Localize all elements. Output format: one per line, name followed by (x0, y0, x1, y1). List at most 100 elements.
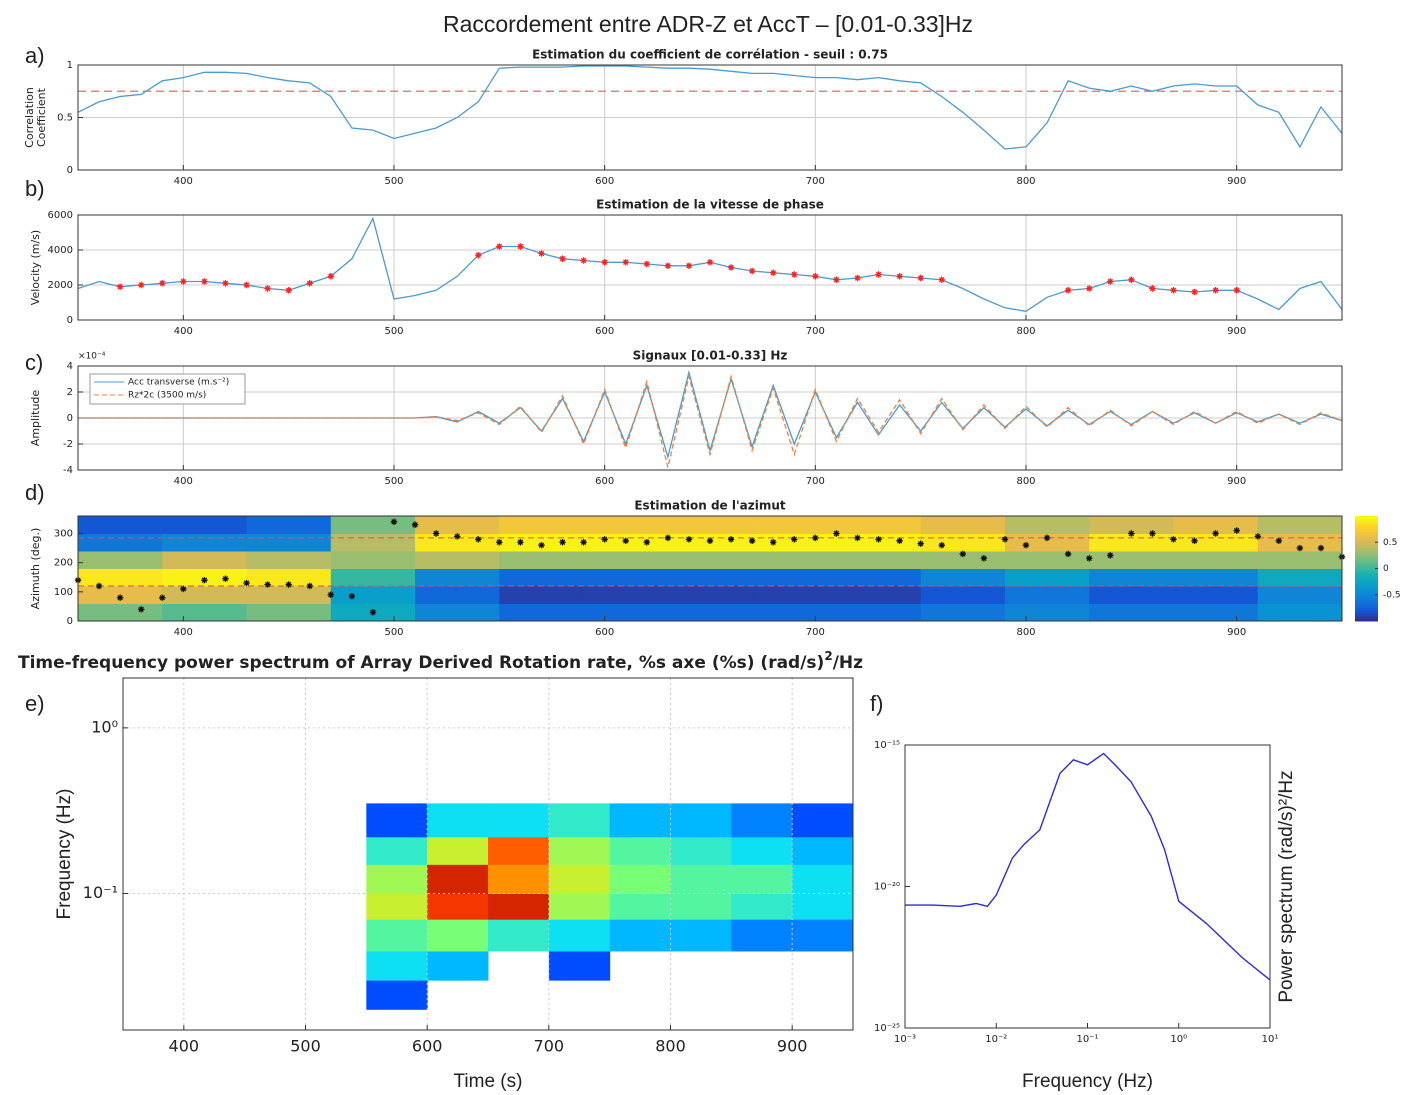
x-tick-label: 500 (384, 627, 403, 638)
panel-label: c) (25, 350, 43, 375)
star-marker (1086, 285, 1093, 292)
x-tick-label: 500 (290, 1037, 321, 1056)
heatmap-cell (366, 803, 428, 838)
x-tick-label: 10⁻¹ (1076, 1034, 1098, 1045)
x-tick-label: 400 (174, 176, 193, 187)
panel: a) Estimation du coefficient de corrélati… (23, 43, 1343, 187)
star-marker (264, 285, 271, 292)
star-marker (1170, 536, 1177, 543)
heatmap-cell (548, 919, 611, 952)
heatmap-cell (731, 864, 793, 895)
star-marker (243, 281, 250, 289)
colorbar-step (1355, 576, 1378, 580)
heatmap-cell (330, 568, 416, 587)
heatmap-cell (427, 803, 489, 838)
colorbar-step (1355, 607, 1378, 611)
x-tick-label: 700 (806, 326, 825, 337)
heatmap-cell (920, 533, 1006, 552)
colorbar-step (1355, 534, 1378, 538)
heatmap-cell (667, 551, 753, 569)
panel-title: Estimation de la vitesse de phase (596, 198, 824, 212)
heatmap-cell (1004, 603, 1090, 622)
panel: b) Estimation de la vitesse de phase 400 50… (25, 176, 1343, 337)
star-marker (180, 585, 187, 593)
colorbar-step (1355, 610, 1378, 614)
panel-label: a) (25, 43, 45, 68)
star-marker (327, 273, 334, 280)
star-marker (159, 594, 166, 601)
colorbar-tick-label: -0.5 (1383, 590, 1401, 600)
star-marker (264, 581, 271, 588)
panel-label: b) (25, 176, 45, 201)
star-marker (1212, 287, 1219, 294)
star-marker (1107, 278, 1114, 285)
star-marker (517, 539, 524, 546)
heatmap-cell (330, 551, 416, 569)
colorbar-step (1355, 542, 1378, 546)
colorbar-step (1355, 584, 1378, 588)
star-marker (1064, 550, 1072, 558)
heatmap-cell (548, 893, 611, 920)
x-tick-label: 10⁰ (1170, 1034, 1187, 1045)
star-marker (1022, 541, 1030, 549)
star-marker (159, 280, 166, 287)
heatmap-cell (246, 533, 332, 552)
star-marker (1149, 285, 1156, 292)
star-marker (327, 591, 334, 598)
heatmap-cell (792, 836, 854, 865)
star-marker (917, 274, 924, 282)
line-series (78, 373, 1343, 468)
colorbar-tick-label: 0.5 (1383, 538, 1397, 548)
star-marker (706, 259, 714, 266)
heatmap-cell (752, 586, 837, 604)
colorbar-step (1355, 573, 1378, 577)
colorbar-step (1355, 544, 1378, 548)
heatmap-cell (1257, 551, 1343, 569)
star-marker (95, 582, 103, 590)
panel-title: Estimation du coefficient de corrélation… (532, 48, 888, 62)
heatmap-cell (609, 836, 671, 865)
star-marker (390, 518, 398, 526)
plot-frame (77, 365, 1343, 471)
star-marker (1233, 527, 1240, 534)
x-tick-label: 500 (384, 176, 403, 187)
y-tick-label: -4 (63, 465, 73, 476)
heatmap-cell (670, 803, 732, 838)
star-marker (664, 534, 672, 542)
heatmap-cell (609, 803, 671, 838)
heatmap-cell (415, 551, 500, 569)
heatmap-cell (1089, 586, 1174, 604)
star-marker (496, 243, 503, 250)
heatmap-cell (488, 919, 550, 952)
star-marker (1191, 537, 1198, 544)
heatmap-cell (920, 516, 1006, 534)
section-title-part: Time-frequency power spectrum of Array D… (18, 653, 824, 673)
x-tick-label: 600 (595, 176, 614, 187)
heatmap-cell (548, 950, 611, 981)
legend-label: Rz*2c (3500 m/s) (128, 391, 206, 401)
heatmap-cell (670, 864, 732, 895)
heatmap-cell (246, 516, 332, 534)
heatmap-cell (609, 919, 671, 952)
star-marker (1128, 276, 1135, 283)
star-marker (517, 243, 524, 250)
x-tick-label: 700 (806, 627, 825, 638)
star-marker (833, 530, 840, 537)
star-marker (201, 576, 208, 584)
panel-label: f) (870, 691, 883, 716)
colorbar-step (1355, 550, 1378, 554)
star-marker (833, 276, 840, 283)
heatmap-cell (792, 893, 854, 920)
heatmap-cell (731, 803, 793, 838)
heatmap-cell (246, 586, 332, 604)
heatmap-cell (499, 551, 585, 569)
heatmap-cell (366, 950, 428, 981)
heatmap-cell (836, 516, 922, 534)
section-title-part: /Hz (833, 653, 863, 673)
y-tick-label: 1 (67, 60, 73, 71)
y-tick-label: 10⁻²⁵ (874, 1023, 900, 1034)
heatmap-cell (731, 836, 793, 865)
heatmap-cell (162, 533, 248, 552)
y-tick-label: 6000 (48, 210, 73, 221)
